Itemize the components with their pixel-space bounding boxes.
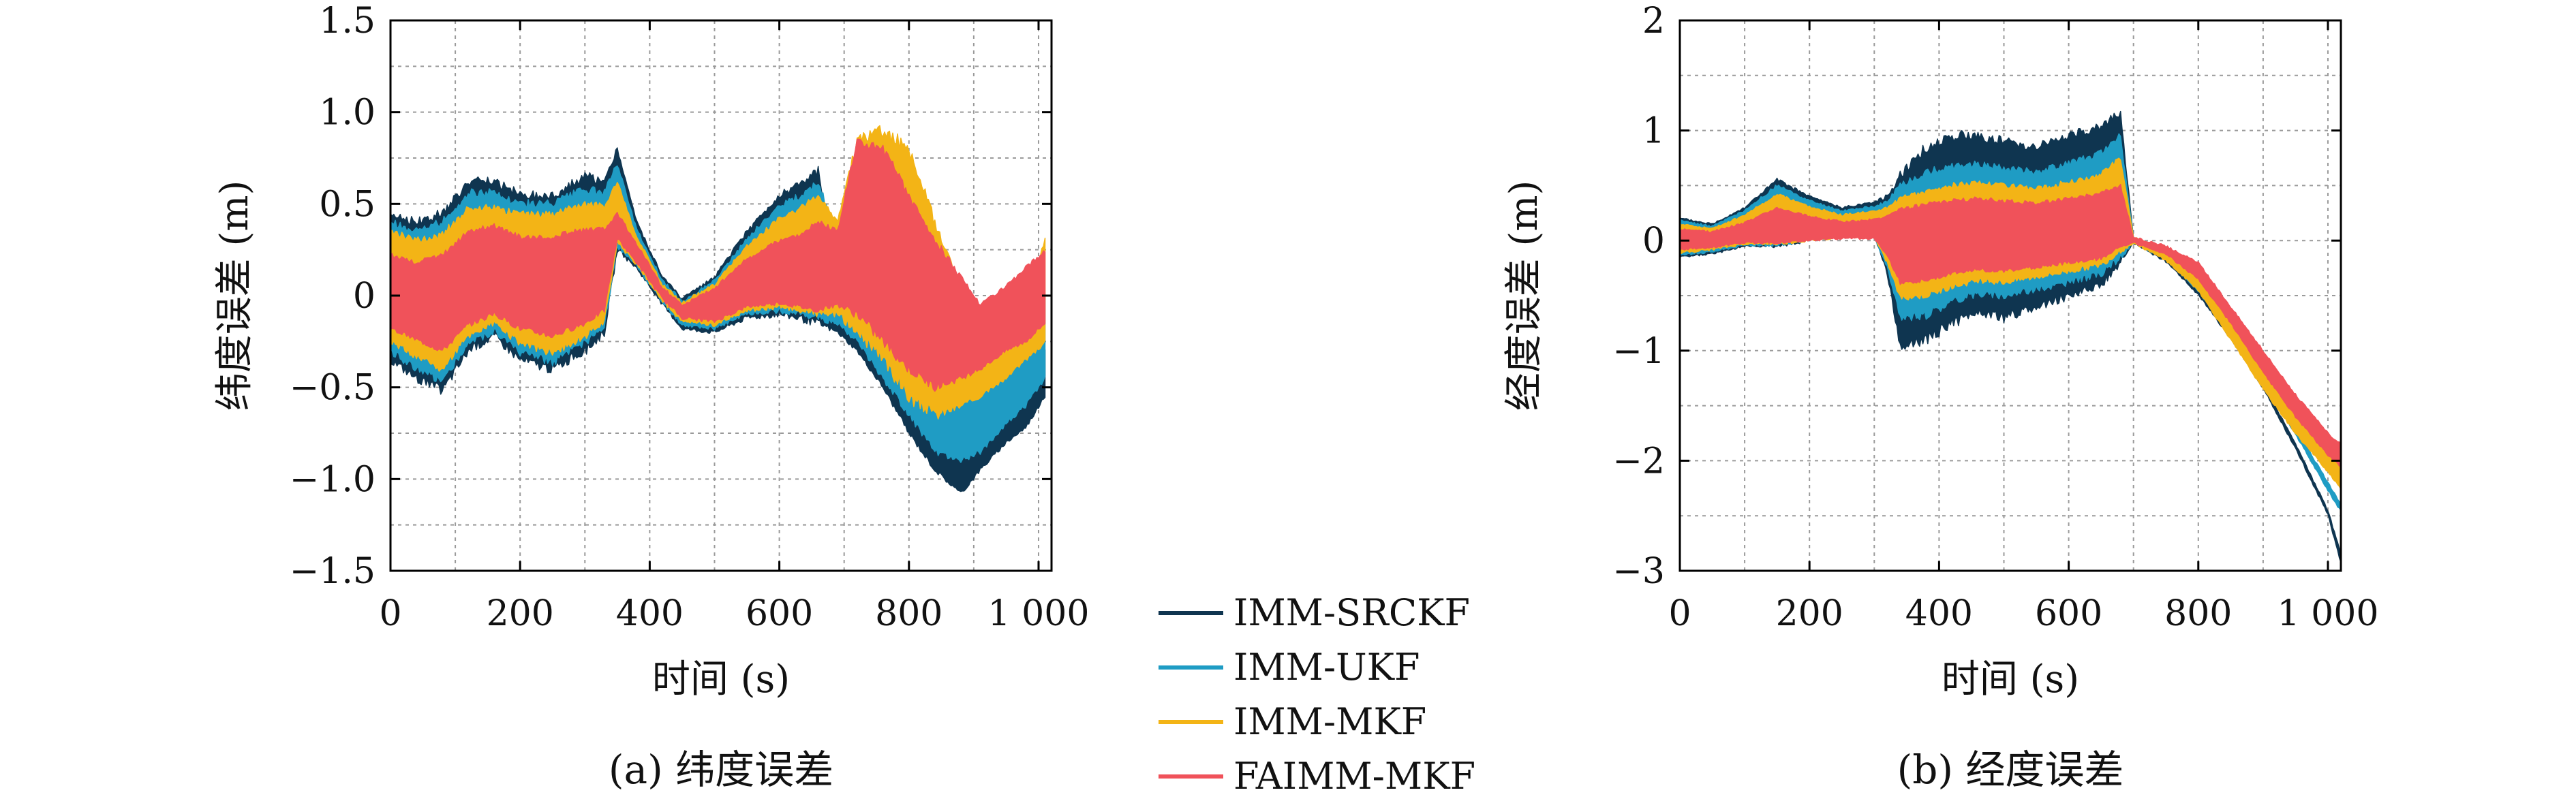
y-tick-label: −2 (1612, 441, 1665, 482)
x-tick-label: 1 000 (2278, 593, 2379, 634)
y-tick-label: −1 (1612, 331, 1665, 372)
plot-frame (1678, 19, 2342, 572)
legend: IMM-SRCKF IMM-UKF IMM-MKF FAIMM-MKF (1159, 591, 1475, 798)
panel-latitude-error: 0 200 400 600 800 1 000 −1.5 −1.0 −0.5 0 0.5 1.0 1.5… (213, 1, 1089, 793)
y-tick-label: 0.5 (319, 184, 375, 225)
x-tick-label: 800 (875, 593, 942, 634)
y-axis-label: 纬度误差 (m) (213, 180, 257, 411)
series-band-faimm-mkf (1679, 184, 2342, 468)
x-tick-label: 0 (1668, 593, 1691, 634)
y-tick-label: −0.5 (290, 368, 375, 409)
x-tick-label: 200 (487, 593, 554, 634)
x-tick-label: 600 (746, 593, 813, 634)
panel-caption: (b) 经度误差 (1897, 747, 2124, 793)
x-tick-label: 600 (2035, 593, 2102, 634)
legend-label: IMM-SRCKF (1233, 591, 1470, 634)
y-tick-label: −3 (1612, 551, 1665, 592)
x-tick-label: 400 (616, 593, 684, 634)
y-tick-label: 2 (1642, 1, 1665, 42)
y-axis-label: 经度误差 (m) (1502, 180, 1546, 411)
legend-label: IMM-MKF (1233, 700, 1426, 743)
x-tick-label: 800 (2164, 593, 2232, 634)
y-tick-label: −1.5 (290, 551, 375, 592)
y-tick-label: 0 (1642, 221, 1665, 262)
series-group (390, 125, 1046, 492)
x-tick-label: 400 (1905, 593, 1973, 634)
y-tick-label: 1 (1642, 111, 1665, 152)
series-group (1679, 110, 2342, 563)
panel-longitude-error: 0 200 400 600 800 1 000 −3 −2 −1 0 1 2 时间 (s) 经度误差 (m… (1502, 1, 2378, 793)
y-tick-label: 1.5 (319, 1, 375, 42)
legend-label: IMM-UKF (1233, 646, 1420, 689)
x-tick-label: 1 000 (988, 593, 1090, 634)
x-tick-label: 200 (1776, 593, 1843, 634)
y-tick-label: 1.0 (319, 93, 375, 134)
series-band-faimm-mkf (390, 138, 1046, 392)
y-tick-label: 0 (353, 276, 375, 317)
x-axis-label: 时间 (s) (652, 657, 790, 702)
x-tick-label: 0 (379, 593, 401, 634)
panel-caption: (a) 纬度误差 (609, 747, 833, 793)
legend-label: FAIMM-MKF (1233, 755, 1475, 798)
y-tick-label: −1.0 (290, 459, 375, 500)
x-axis-label: 时间 (s) (1942, 657, 2079, 702)
